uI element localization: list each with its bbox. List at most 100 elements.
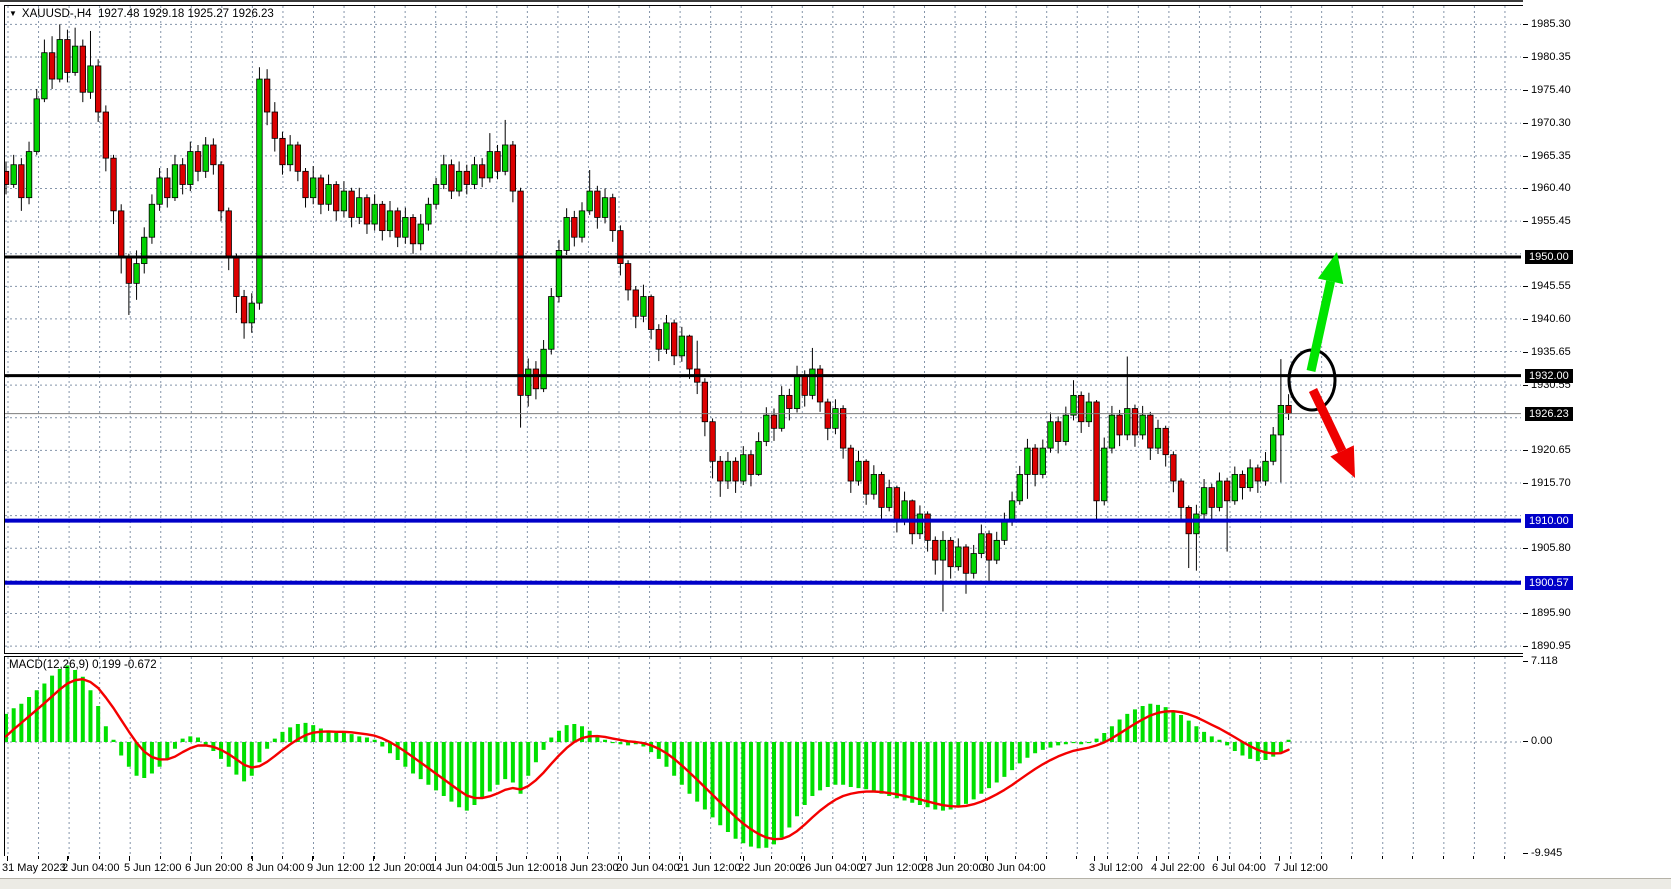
bull-candle[interactable]: [425, 203, 432, 225]
bull-candle[interactable]: [809, 368, 816, 396]
bull-candle[interactable]: [187, 151, 194, 185]
bull-candle[interactable]: [486, 151, 493, 179]
bear-candle[interactable]: [893, 487, 901, 521]
bull-candle[interactable]: [578, 210, 586, 238]
bull-candle[interactable]: [256, 78, 263, 304]
bull-candle[interactable]: [455, 170, 463, 192]
bull-candle[interactable]: [1277, 404, 1285, 436]
up-arrow-head[interactable]: [1317, 252, 1344, 285]
bull-candle[interactable]: [440, 164, 447, 185]
bear-candle[interactable]: [517, 190, 524, 396]
bull-candle[interactable]: [287, 144, 294, 166]
bear-candle[interactable]: [348, 190, 355, 218]
price-axis[interactable]: 1985.30 1980.35 1975.40 1970.30 1965.35 1960.…: [1523, 0, 1671, 889]
bull-candle[interactable]: [970, 553, 977, 574]
bear-candle[interactable]: [409, 217, 417, 245]
bull-candle[interactable]: [56, 39, 63, 80]
bear-candle[interactable]: [655, 329, 662, 350]
bull-candle[interactable]: [386, 210, 394, 232]
bear-candle[interactable]: [962, 546, 970, 574]
bear-candle[interactable]: [102, 111, 109, 159]
bull-candle[interactable]: [724, 460, 732, 482]
bear-candle[interactable]: [816, 368, 824, 403]
bear-candle[interactable]: [379, 203, 386, 232]
bear-candle[interactable]: [95, 65, 102, 113]
bull-candle[interactable]: [678, 335, 685, 357]
bull-candle[interactable]: [540, 348, 547, 390]
bear-candle[interactable]: [571, 217, 578, 238]
bear-candle[interactable]: [494, 151, 501, 172]
bull-candle[interactable]: [793, 375, 801, 409]
bear-candle[interactable]: [479, 164, 486, 179]
bull-candle[interactable]: [87, 65, 94, 93]
bull-candle[interactable]: [202, 144, 209, 172]
bear-candle[interactable]: [632, 289, 639, 317]
bear-candle[interactable]: [1177, 480, 1185, 508]
bull-candle[interactable]: [663, 322, 670, 350]
bull-candle[interactable]: [778, 394, 785, 429]
down-arrow-shaft[interactable]: [1308, 388, 1347, 453]
bull-candle[interactable]: [402, 217, 409, 238]
bull-candle[interactable]: [156, 177, 163, 205]
bull-candle[interactable]: [1193, 513, 1200, 535]
bull-candle[interactable]: [1085, 401, 1093, 423]
bear-candle[interactable]: [463, 170, 470, 185]
bear-candle[interactable]: [594, 190, 601, 218]
bear-candle[interactable]: [217, 164, 225, 212]
bull-candle[interactable]: [939, 539, 947, 561]
bear-candle[interactable]: [79, 45, 86, 93]
bear-candle[interactable]: [617, 230, 624, 264]
bear-candle[interactable]: [240, 296, 248, 324]
bear-candle[interactable]: [947, 539, 954, 568]
bull-candle[interactable]: [870, 474, 877, 495]
bear-candle[interactable]: [824, 401, 831, 429]
bull-candle[interactable]: [1108, 414, 1116, 449]
bear-candle[interactable]: [932, 539, 939, 561]
bear-candle[interactable]: [1223, 480, 1231, 502]
up-arrow-shaft[interactable]: [1306, 280, 1335, 372]
bear-candle[interactable]: [210, 144, 217, 166]
bull-candle[interactable]: [71, 45, 79, 73]
bear-candle[interactable]: [1093, 401, 1100, 502]
bull-candle[interactable]: [916, 513, 924, 535]
bear-candle[interactable]: [909, 500, 916, 535]
bull-candle[interactable]: [310, 177, 317, 199]
bull-candle[interactable]: [563, 217, 570, 251]
bear-candle[interactable]: [164, 177, 171, 199]
bull-candle[interactable]: [740, 454, 747, 482]
bear-candle[interactable]: [878, 474, 885, 508]
macd-chart[interactable]: [5, 657, 1521, 854]
bull-candle[interactable]: [1047, 421, 1054, 449]
bull-candle[interactable]: [978, 533, 985, 554]
bull-candle[interactable]: [1008, 500, 1016, 521]
bear-candle[interactable]: [1254, 467, 1261, 482]
macd-indicator-pane[interactable]: MACD(12,26,9) 0.199 -0.672: [4, 656, 1524, 857]
bull-candle[interactable]: [755, 441, 762, 475]
bull-candle[interactable]: [1024, 447, 1031, 475]
bear-candle[interactable]: [179, 164, 186, 185]
bear-candle[interactable]: [1162, 427, 1169, 456]
bull-candle[interactable]: [248, 302, 255, 324]
bull-candle[interactable]: [993, 539, 1000, 561]
bear-candle[interactable]: [801, 375, 808, 396]
pane-divider[interactable]: [4, 653, 1524, 656]
bear-candle[interactable]: [717, 460, 724, 482]
bull-candle[interactable]: [133, 263, 140, 284]
bear-candle[interactable]: [263, 78, 271, 113]
bull-candle[interactable]: [471, 164, 478, 185]
bull-candle[interactable]: [886, 487, 893, 508]
bear-candle[interactable]: [1147, 414, 1154, 449]
bear-candle[interactable]: [233, 256, 240, 297]
down-arrow-head[interactable]: [1330, 445, 1355, 478]
bear-candle[interactable]: [1208, 487, 1215, 508]
bear-candle[interactable]: [1078, 394, 1085, 423]
bear-candle[interactable]: [686, 335, 693, 370]
bull-candle[interactable]: [1231, 474, 1238, 502]
bull-candle[interactable]: [955, 546, 962, 568]
bear-candle[interactable]: [302, 170, 309, 199]
bull-candle[interactable]: [1124, 408, 1131, 436]
bull-candle[interactable]: [1001, 520, 1008, 541]
bear-candle[interactable]: [448, 164, 455, 192]
bull-candle[interactable]: [1262, 460, 1269, 482]
bull-candle[interactable]: [1039, 447, 1046, 475]
